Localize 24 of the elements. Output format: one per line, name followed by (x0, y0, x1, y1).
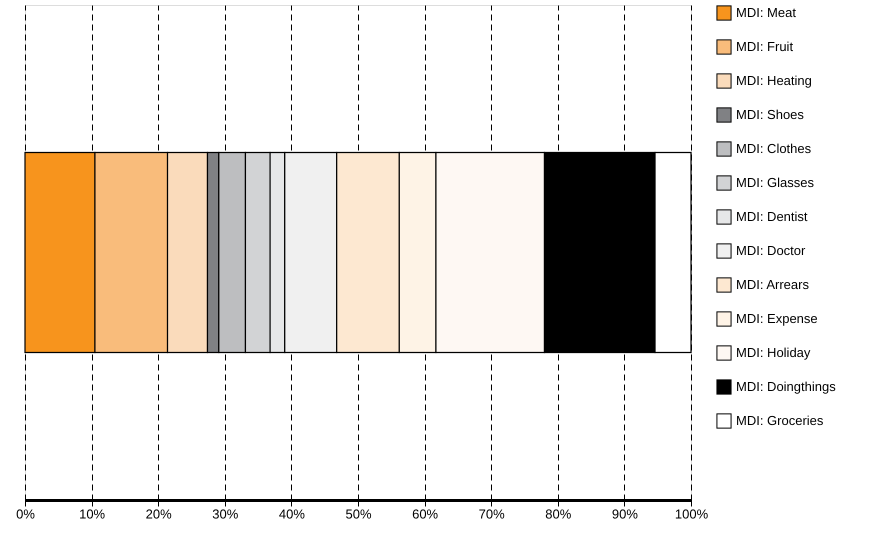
x-tick-label: 50% (345, 506, 372, 522)
x-tick-label: 90% (612, 506, 638, 522)
x-tick-label: 10% (79, 506, 106, 522)
legend-label: MDI: Meat (736, 5, 796, 20)
legend-label: MDI: Fruit (736, 39, 794, 54)
legend-label: MDI: Shoes (736, 107, 804, 122)
legend-label: MDI: Glasses (736, 175, 815, 190)
legend-label: MDI: Groceries (736, 413, 824, 428)
legend-label: MDI: Arrears (736, 277, 810, 292)
x-tick-label: 80% (545, 506, 572, 522)
x-tick-label: 20% (146, 506, 172, 522)
x-tick-label: 70% (478, 506, 506, 522)
x-tick-label: 60% (412, 506, 439, 522)
legend-label: MDI: Doctor (736, 243, 806, 258)
x-tick-label: 30% (212, 506, 239, 522)
x-tick-label: 0% (16, 506, 36, 522)
legend-label: MDI: Dentist (736, 209, 808, 224)
legend-label: MDI: Expense (736, 311, 818, 326)
x-tick-label: 100% (674, 506, 709, 522)
legend-label: MDI: Heating (736, 73, 812, 88)
legend-label: MDI: Doingthings (736, 379, 836, 394)
legend-label: MDI: Holiday (736, 345, 811, 360)
x-tick-label: 40% (278, 506, 306, 522)
legend-label: MDI: Clothes (736, 141, 812, 156)
